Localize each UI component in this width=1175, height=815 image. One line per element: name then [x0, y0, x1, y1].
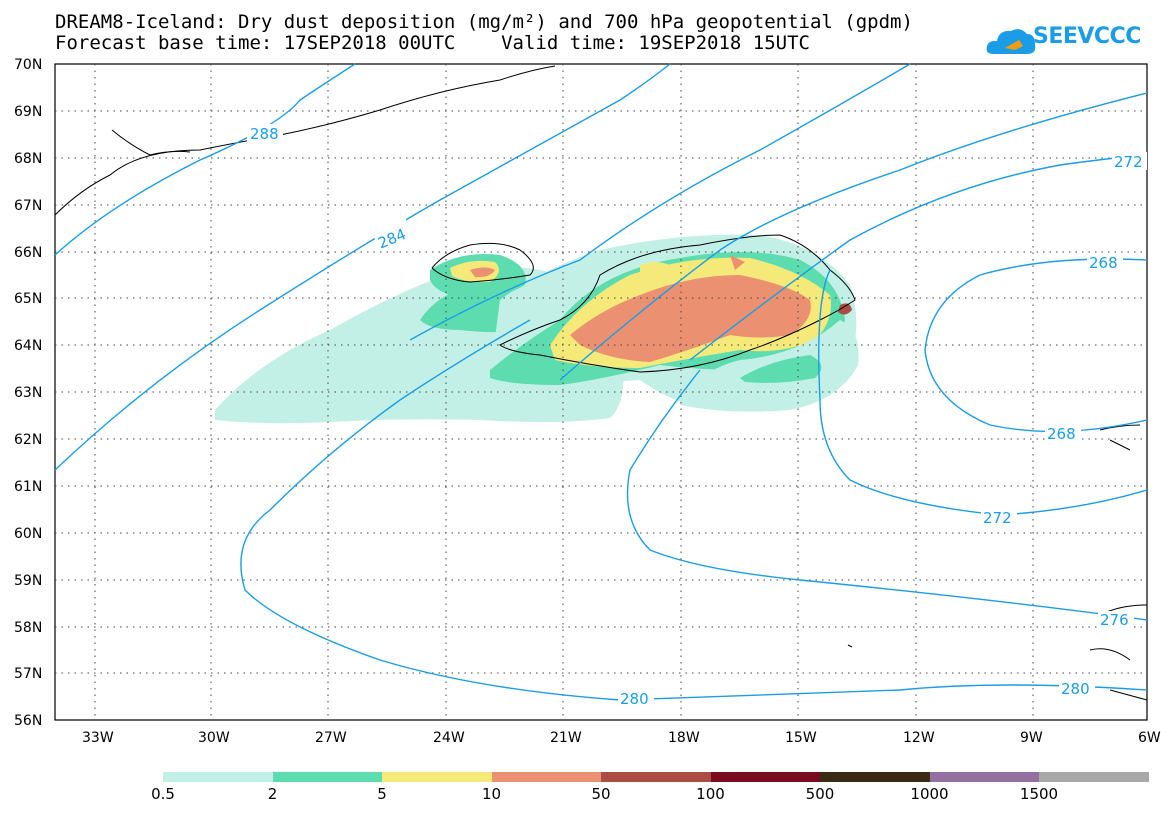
legend-swatch: [382, 772, 492, 782]
map-title: DREAM8-Iceland: Dry dust deposition (mg/…: [55, 11, 913, 33]
lat-label: 67N: [14, 198, 42, 214]
lat-label: 68N: [14, 151, 42, 167]
lat-label: 70N: [14, 57, 42, 73]
lon-label: 24W: [433, 730, 465, 746]
legend-label: 1500: [1019, 785, 1059, 803]
contour-272-north: [689, 154, 1148, 361]
lon-label: 30W: [198, 730, 230, 746]
legend-swatch: [601, 772, 711, 782]
contour-272-south: [818, 269, 1148, 516]
lon-label: 6W: [1138, 730, 1161, 746]
contour-268: [924, 258, 1148, 433]
legend-swatch: [163, 772, 273, 782]
lat-label: 59N: [14, 573, 42, 589]
contour-label: 280: [620, 690, 649, 708]
legend-label: 50: [591, 785, 611, 803]
lon-label: 18W: [668, 730, 700, 746]
legend-label: 2: [267, 785, 278, 803]
lon-label: 9W: [1020, 730, 1043, 746]
lat-label: 64N: [14, 338, 42, 354]
legend-label: 500: [805, 785, 835, 803]
legend-label: 0.5: [151, 785, 175, 803]
contour-276-south: [626, 369, 1148, 621]
contour-labels: 288 284 272 268 268 272 276 280 280: [247, 124, 1147, 708]
lon-label: 21W: [550, 730, 582, 746]
dust-plume-south: [680, 320, 859, 412]
legend-swatch: [1039, 772, 1149, 782]
contour-label: 272: [1114, 153, 1143, 171]
lon-label: 12W: [903, 730, 935, 746]
legend-label: 100: [696, 785, 725, 803]
lat-label: 69N: [14, 104, 42, 120]
lat-label: 62N: [14, 432, 42, 448]
contour-label: 276: [1100, 611, 1129, 629]
iceland-coast: [499, 234, 856, 373]
legend-swatch: [710, 772, 820, 782]
lat-label: 61N: [14, 479, 42, 495]
lat-label: 65N: [14, 291, 42, 307]
lat-label: 63N: [14, 385, 42, 401]
contour-280-south: [240, 319, 1148, 701]
logo-text: SEEVCCC: [1033, 24, 1141, 49]
grid-lines: [55, 64, 1147, 720]
westfjords-coast: [431, 242, 534, 283]
legend-swatch: [820, 772, 930, 782]
map-subtitle: Forecast base time: 17SEP2018 00UTC Vali…: [55, 32, 810, 54]
contour-label: 280: [1061, 680, 1090, 698]
lat-label: 66N: [14, 245, 42, 261]
lat-label: 56N: [14, 713, 42, 729]
cloud-logo-icon: [986, 29, 1036, 54]
lat-label: 57N: [14, 666, 42, 682]
contour-276-north: [559, 92, 1148, 381]
contour-288: [54, 63, 356, 256]
lon-labels: 33W 30W 27W 24W 21W 18W 15W 12W 9W 6W: [82, 730, 1161, 746]
contour-label: 268: [1047, 425, 1076, 443]
lon-label: 33W: [82, 730, 114, 746]
legend-swatch: [929, 772, 1039, 782]
lat-label: 58N: [14, 620, 42, 636]
legend-label: 5: [377, 785, 387, 803]
lat-label: 60N: [14, 526, 42, 542]
contour-label: 272: [983, 509, 1012, 527]
legend-label: 1000: [910, 785, 949, 803]
scandinavia-coast: [1089, 424, 1148, 701]
lon-label: 15W: [785, 730, 817, 746]
contour-label: 288: [250, 125, 279, 143]
contour-280-north: [409, 63, 911, 341]
legend-swatch: [491, 772, 601, 782]
legend-swatch: [272, 772, 382, 782]
legend-label: 10: [481, 785, 502, 803]
lon-label: 27W: [315, 730, 347, 746]
dust-plume-westfjords: [430, 254, 526, 299]
contour-label: 268: [1089, 254, 1118, 272]
lat-labels: 70N 69N 68N 67N 66N 65N 64N 63N 62N 61N …: [14, 57, 42, 729]
